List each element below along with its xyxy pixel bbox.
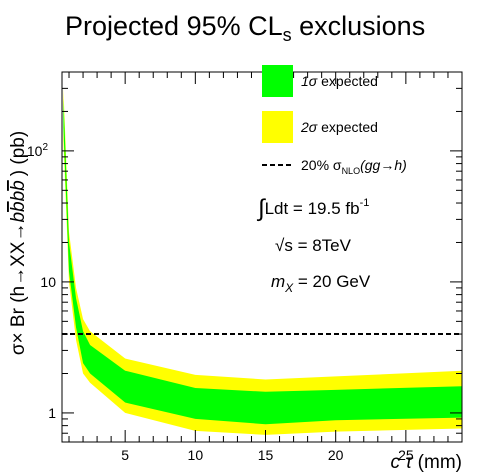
x-tick-label: 5 [121,447,129,463]
x-tick-label: 25 [398,447,414,463]
x-tick-label: 20 [328,447,344,463]
band-1sigma [63,98,463,425]
legend-swatch-2sigma [262,111,293,143]
luminosity-label: ∫Ldt = 19.5 fb-1 [256,195,369,222]
mass-label: mX = 20 GeV [271,272,371,295]
x-axis-title: c τ (mm) [391,452,462,473]
legend-swatch-1sigma [262,65,293,97]
energy-label: √s = 8TeV [275,236,352,255]
x-tick-label: 15 [258,447,274,463]
legend: 1σ expected 2σ expected 20% σNLO(gg→h) [262,65,407,176]
y-tick-label: 10 [40,274,56,290]
y-tick-label: 1 [48,405,56,421]
axis-ticks: 5 10 15 20 25 1 10 102 [27,71,462,463]
x-tick-label: 10 [188,447,204,463]
expected-bands [63,88,463,435]
legend-label-1sigma: 1σ expected [301,73,378,89]
legend-label-2sigma: 2σ expected [300,119,378,135]
y-axis-title: σ× Br (h→XX→bbbb) (pb) [8,131,29,355]
legend-label-20pct-nlo: 20% σNLO(gg→h) [301,157,407,176]
y-tick-label: 102 [27,142,49,159]
chart-title: Projected 95% CLs exclusions [65,11,425,45]
